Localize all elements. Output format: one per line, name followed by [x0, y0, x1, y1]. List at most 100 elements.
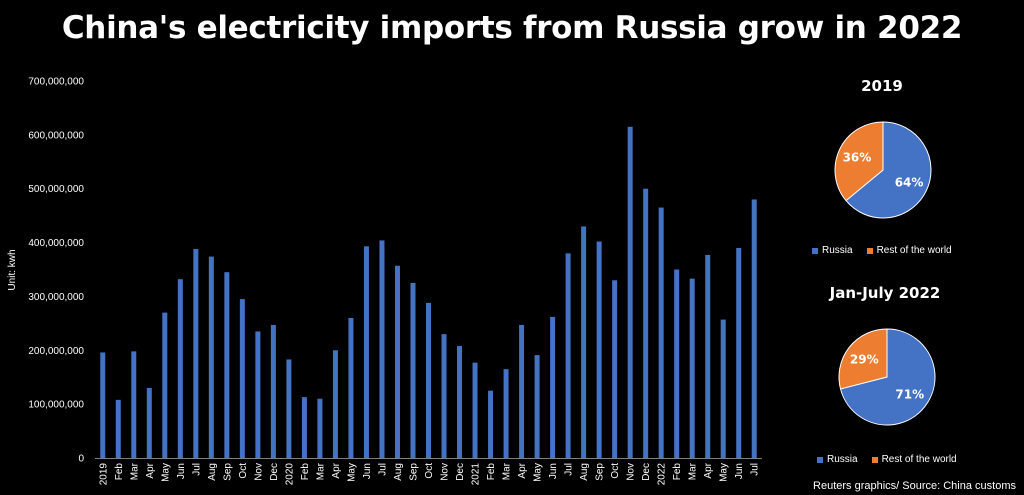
bar — [426, 302, 431, 458]
bar — [441, 334, 447, 458]
x-tick-label: Jun — [734, 463, 745, 479]
x-tick-label: Jul — [564, 463, 575, 476]
x-tick-label: Apr — [703, 462, 714, 478]
source-note: Reuters graphics/ Source: China customs — [813, 480, 1016, 492]
y-axis-label: Unit: kwh — [7, 249, 18, 290]
bar — [208, 256, 214, 458]
pie-data-label: 29% — [850, 352, 879, 366]
x-tick-label: Apr — [517, 462, 528, 478]
x-tick-label: 2020 — [284, 463, 295, 486]
x-tick-label: Oct — [610, 463, 621, 479]
x-tick-label: Sep — [408, 463, 419, 481]
x-tick-label: Sep — [595, 463, 606, 481]
x-tick-label: 2021 — [471, 463, 482, 486]
bar — [736, 247, 742, 458]
pie-slice-russia — [845, 121, 932, 219]
chart-title: China's electricity imports from Russia … — [61, 10, 963, 46]
x-tick-label: Dec — [269, 463, 280, 481]
y-tick-label: 600,000,000 — [28, 130, 84, 141]
x-tick-label: Nov — [440, 463, 451, 481]
bar — [519, 324, 525, 458]
bar — [394, 265, 400, 458]
bar — [612, 280, 618, 458]
y-tick-label: 0 — [78, 454, 84, 465]
bar — [224, 272, 230, 458]
x-tick-label: May — [533, 463, 544, 482]
bar — [627, 126, 633, 459]
y-tick-label: 500,000,000 — [28, 184, 84, 195]
bar — [674, 269, 680, 458]
x-tick-label: May — [719, 463, 730, 482]
x-tick-label: Apr — [331, 462, 342, 478]
x-tick-label: Feb — [114, 463, 125, 481]
y-tick-label: 100,000,000 — [28, 400, 84, 411]
bar — [131, 351, 137, 458]
x-tick-label: 2022 — [657, 463, 668, 486]
pie-chart-2019: 64% 36% — [834, 121, 932, 219]
x-tick-label: Oct — [424, 463, 435, 479]
y-tick-label: 700,000,000 — [28, 77, 84, 88]
rest-swatch-icon — [866, 247, 873, 254]
bar — [658, 207, 664, 458]
bar — [270, 324, 276, 458]
bar — [177, 279, 183, 458]
bar — [146, 387, 152, 458]
x-tick-label: Feb — [486, 463, 497, 481]
x-tick-label: Apr — [145, 462, 156, 478]
bar — [239, 299, 245, 458]
bar — [596, 241, 602, 458]
x-tick-label: 2019 — [98, 463, 109, 486]
y-tick-label: 300,000,000 — [28, 292, 84, 303]
pie-data-label: 36% — [843, 151, 872, 165]
russia-swatch-icon — [817, 456, 823, 463]
bar — [193, 249, 199, 458]
pie-legend-2019: Russia Rest of the world — [812, 245, 966, 256]
bar — [363, 246, 369, 458]
bar — [379, 240, 385, 458]
pie-chart-2022: 71% 29% — [838, 328, 936, 426]
x-tick-label: Mar — [688, 462, 699, 480]
x-tick-label: Aug — [207, 463, 218, 481]
x-tick-label: Feb — [672, 463, 683, 481]
legend-label-rest: Rest of the world — [876, 245, 952, 256]
x-tick-label: Sep — [222, 463, 233, 481]
legend-item-rest: Rest of the world — [866, 245, 952, 256]
legend-item-russia: Russia — [817, 454, 858, 465]
legend-label-rest: Rest of the world — [881, 454, 957, 465]
bar — [720, 319, 726, 458]
x-tick-label: Jun — [548, 463, 559, 479]
x-tick-label: Dec — [455, 463, 466, 481]
pie-data-label: 64% — [895, 175, 924, 189]
legend-item-russia: Russia — [812, 245, 853, 256]
bar — [100, 352, 106, 458]
x-tick-label: Mar — [502, 462, 513, 480]
legend-item-rest: Rest of the world — [871, 454, 957, 465]
bar — [348, 317, 354, 458]
bar — [488, 390, 494, 458]
x-tick-label: Jun — [362, 463, 373, 479]
pie-data-label: 71% — [895, 388, 924, 402]
x-tick-label: Dec — [641, 463, 652, 481]
pie-legend-2022: Russia Rest of the world — [817, 454, 971, 465]
pie-title-2022: Jan-July 2022 — [829, 284, 941, 302]
x-tick-label: Aug — [393, 463, 404, 481]
x-tick-label: Oct — [238, 463, 249, 479]
bar — [317, 398, 323, 458]
russia-swatch-icon — [812, 247, 818, 254]
bar — [457, 345, 463, 458]
legend-label-russia: Russia — [822, 245, 853, 256]
bar — [410, 282, 416, 458]
bar — [301, 397, 307, 458]
x-tick-label: Jul — [377, 463, 388, 476]
x-tick-label: Jul — [750, 463, 761, 476]
bar — [332, 350, 338, 458]
pie-slice-rest — [838, 328, 888, 390]
bar-chart: 0 100,000,000 200,000,000 300,000,000 400,00… — [7, 77, 762, 486]
x-tick-label: May — [346, 463, 357, 482]
bar — [705, 254, 711, 458]
legend-label-russia: Russia — [827, 454, 858, 465]
bar — [581, 226, 587, 458]
x-tick-label: Mar — [315, 462, 326, 480]
pie-slice-rest — [834, 121, 884, 202]
bar — [503, 369, 509, 458]
